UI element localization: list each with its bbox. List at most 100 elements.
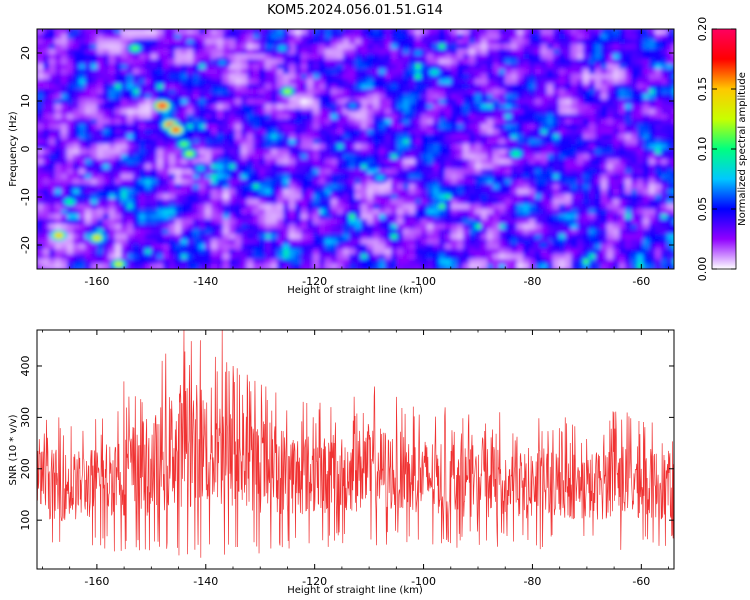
heatmap-cell bbox=[61, 69, 68, 75]
heatmap-cell bbox=[373, 114, 380, 120]
heatmap-cell bbox=[37, 204, 44, 210]
heatmap-cell bbox=[289, 229, 296, 235]
heatmap-cell bbox=[229, 139, 236, 145]
heatmap-cell bbox=[451, 99, 458, 105]
heatmap-cell bbox=[481, 54, 488, 60]
heatmap-cell bbox=[565, 219, 572, 225]
heatmap-cell bbox=[73, 99, 80, 105]
heatmap-cell bbox=[193, 119, 200, 125]
heatmap-cell bbox=[421, 169, 428, 175]
heatmap-cell bbox=[559, 94, 566, 100]
heatmap-cell bbox=[127, 244, 134, 250]
heatmap-cell bbox=[421, 109, 428, 115]
heatmap-cell bbox=[553, 184, 560, 190]
heatmap-cell bbox=[169, 204, 176, 210]
heatmap-cell bbox=[385, 34, 392, 40]
heatmap-cell bbox=[157, 169, 164, 175]
heatmap-cell bbox=[331, 69, 338, 75]
heatmap-cell bbox=[277, 99, 284, 105]
heatmap-cell bbox=[193, 184, 200, 190]
heatmap-cell bbox=[55, 139, 62, 145]
heatmap-cell bbox=[367, 234, 374, 240]
heatmap-cell bbox=[301, 59, 308, 65]
heatmap-cell bbox=[667, 209, 674, 215]
heatmap-cell bbox=[283, 124, 290, 130]
heatmap-cell bbox=[115, 99, 122, 105]
heatmap-cell bbox=[157, 139, 164, 145]
heatmap-cell bbox=[79, 194, 86, 200]
heatmap-cell bbox=[247, 34, 254, 40]
heatmap-cell bbox=[61, 254, 68, 260]
heatmap-cell bbox=[451, 34, 458, 40]
heatmap-cell bbox=[517, 179, 524, 185]
heatmap-cell bbox=[445, 114, 452, 120]
heatmap-cell bbox=[511, 89, 518, 95]
heatmap-cell bbox=[535, 114, 542, 120]
heatmap-cell bbox=[553, 69, 560, 75]
heatmap-cell bbox=[355, 114, 362, 120]
heatmap-cell bbox=[481, 249, 488, 255]
heatmap-cell bbox=[325, 39, 332, 45]
heatmap-cell bbox=[325, 49, 332, 55]
heatmap-cell bbox=[73, 224, 80, 230]
heatmap-cell bbox=[619, 89, 626, 95]
heatmap-cell bbox=[271, 249, 278, 255]
heatmap-cell bbox=[175, 174, 182, 180]
heatmap-cell bbox=[205, 224, 212, 230]
heatmap-cell bbox=[43, 174, 50, 180]
heatmap-cell bbox=[613, 179, 620, 185]
heatmap-cell bbox=[301, 164, 308, 170]
heatmap-cell bbox=[181, 79, 188, 85]
heatmap-cell bbox=[319, 109, 326, 115]
heatmap-cell bbox=[571, 204, 578, 210]
heatmap-cell bbox=[283, 214, 290, 220]
heatmap-cell bbox=[253, 159, 260, 165]
heatmap-cell bbox=[205, 64, 212, 70]
heatmap-cell bbox=[421, 239, 428, 245]
heatmap-cell bbox=[415, 119, 422, 125]
heatmap-cell bbox=[667, 59, 674, 65]
heatmap-cell bbox=[163, 189, 170, 195]
heatmap-cell bbox=[493, 124, 500, 130]
heatmap-cell bbox=[493, 69, 500, 75]
heatmap-cell bbox=[481, 154, 488, 160]
heatmap-cell bbox=[109, 139, 116, 145]
heatmap-cell bbox=[127, 184, 134, 190]
heatmap-cell bbox=[79, 79, 86, 85]
heatmap-cell bbox=[475, 204, 482, 210]
heatmap-cell bbox=[223, 159, 230, 165]
heatmap-cell bbox=[505, 189, 512, 195]
heatmap-cell bbox=[49, 259, 56, 265]
heatmap-cell bbox=[49, 159, 56, 165]
heatmap-cell bbox=[559, 174, 566, 180]
heatmap-cell bbox=[601, 219, 608, 225]
heatmap-cell bbox=[259, 189, 266, 195]
heatmap-cell bbox=[625, 29, 632, 35]
heatmap-cell bbox=[145, 29, 152, 35]
heatmap-cell bbox=[427, 224, 434, 230]
heatmap-cell bbox=[205, 54, 212, 60]
heatmap-cell bbox=[415, 99, 422, 105]
heatmap-cell bbox=[139, 209, 146, 215]
heatmap-cell bbox=[79, 59, 86, 65]
heatmap-cell bbox=[379, 144, 386, 150]
heatmap-cell bbox=[625, 214, 632, 220]
heatmap-cell bbox=[151, 184, 158, 190]
heatmap-cell bbox=[199, 39, 206, 45]
heatmap-cell bbox=[301, 39, 308, 45]
heatmap-cell bbox=[37, 179, 44, 185]
heatmap-cell bbox=[43, 54, 50, 60]
heatmap-cell bbox=[595, 234, 602, 240]
heatmap-cell bbox=[331, 34, 338, 40]
heatmap-cell bbox=[643, 219, 650, 225]
heatmap-cell bbox=[475, 254, 482, 260]
heatmap-cell bbox=[85, 174, 92, 180]
heatmap-cell bbox=[199, 254, 206, 260]
heatmap-cell bbox=[661, 234, 668, 240]
heatmap-cell bbox=[619, 39, 626, 45]
heatmap-cell bbox=[151, 219, 158, 225]
heatmap-cell bbox=[133, 89, 140, 95]
heatmap-cell bbox=[361, 224, 368, 230]
heatmap-cell bbox=[187, 189, 194, 195]
heatmap-cell bbox=[517, 119, 524, 125]
